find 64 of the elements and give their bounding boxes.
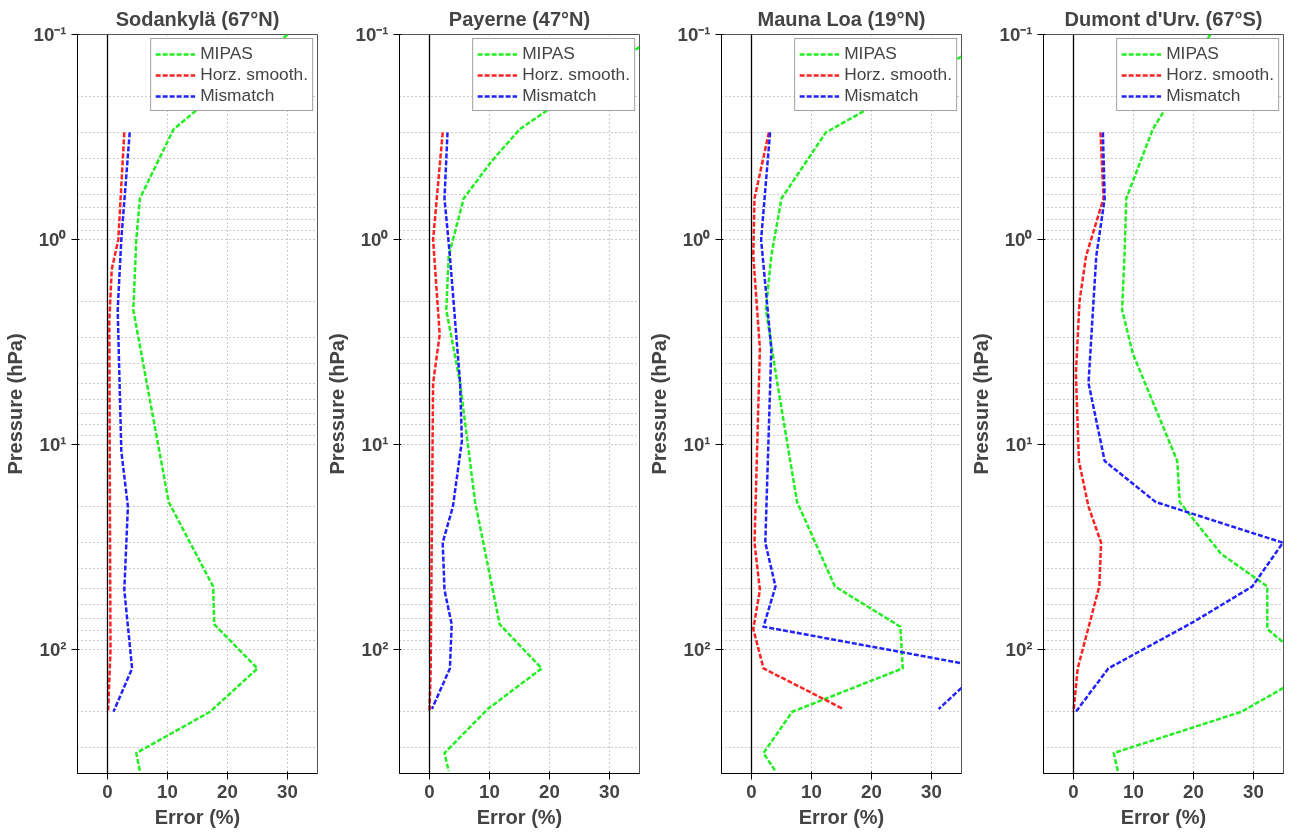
x-axis-title: Error (%) xyxy=(476,805,563,828)
y-axis-title: Pressure (hPa) xyxy=(969,333,992,475)
x-tick-label: 10 xyxy=(1123,780,1144,802)
x-tick-label: 20 xyxy=(1183,780,1204,802)
legend-label: MIPAS xyxy=(1166,43,1219,64)
x-tick-label: 0 xyxy=(1068,780,1079,802)
x-axis-title: Error (%) xyxy=(1120,805,1207,828)
x-tick-label: 0 xyxy=(424,780,435,802)
y-tick-label: 10² xyxy=(1005,639,1033,661)
chart-title: Sodankylä (67°N) xyxy=(115,7,280,30)
x-tick-label: 30 xyxy=(921,780,942,802)
line-series xyxy=(1074,131,1284,713)
y-tick-label: 10² xyxy=(39,639,67,661)
y-tick-label: 10⁰ xyxy=(38,229,67,251)
line-series xyxy=(1072,131,1105,713)
line-series xyxy=(752,131,845,711)
legend-label: MIPAS xyxy=(522,43,575,64)
x-tick-label: 10 xyxy=(479,780,500,802)
y-tick-label: 10⁻¹ xyxy=(355,24,389,45)
x-tick-label: 0 xyxy=(746,780,757,802)
y-tick-label: 10⁰ xyxy=(682,229,711,251)
y-tick-label: 10⁰ xyxy=(1004,229,1033,251)
line-series xyxy=(428,131,444,713)
line-series xyxy=(106,131,126,713)
y-tick-label: 10⁰ xyxy=(360,229,389,251)
x-tick-label: 20 xyxy=(217,780,238,802)
legend-label: Horz. smooth. xyxy=(522,64,630,85)
y-tick-label: 10⁻¹ xyxy=(33,24,67,45)
y-axis-title: Pressure (hPa) xyxy=(325,333,348,475)
x-tick-label: 30 xyxy=(1243,780,1264,802)
x-axis-title: Error (%) xyxy=(798,805,885,828)
y-tick-label: 10¹ xyxy=(683,434,711,456)
y-tick-label: 10⁻¹ xyxy=(677,24,711,45)
x-tick-label: 10 xyxy=(801,780,822,802)
legend-label: Mismatch xyxy=(522,85,597,106)
x-tick-label: 0 xyxy=(102,780,113,802)
y-tick-label: 10¹ xyxy=(39,434,67,456)
x-axis-title: Error (%) xyxy=(154,805,241,828)
legend-label: Horz. smooth. xyxy=(1166,64,1274,85)
line-series xyxy=(443,45,640,773)
y-tick-label: 10² xyxy=(683,639,711,661)
x-tick-label: 10 xyxy=(157,780,178,802)
chart-title: Payerne (47°N) xyxy=(448,7,591,30)
legend-label: Horz. smooth. xyxy=(200,64,308,85)
legend-label: MIPAS xyxy=(200,43,253,64)
chart-title: Mauna Loa (19°N) xyxy=(757,7,926,30)
x-tick-label: 20 xyxy=(861,780,882,802)
x-tick-label: 30 xyxy=(599,780,620,802)
y-tick-label: 10² xyxy=(361,639,389,661)
legend-label: MIPAS xyxy=(844,43,897,64)
line-series xyxy=(112,131,134,713)
x-tick-label: 20 xyxy=(539,780,560,802)
legend-label: Mismatch xyxy=(844,85,919,106)
y-axis-title: Pressure (hPa) xyxy=(3,333,26,475)
legend-label: Mismatch xyxy=(200,85,275,106)
y-tick-label: 10¹ xyxy=(361,434,389,456)
y-tick-label: 10¹ xyxy=(1005,434,1033,456)
legend-label: Mismatch xyxy=(1166,85,1241,106)
line-series xyxy=(430,131,464,711)
x-tick-label: 30 xyxy=(277,780,298,802)
y-tick-label: 10⁻¹ xyxy=(999,24,1033,45)
legend-label: Horz. smooth. xyxy=(844,64,952,85)
y-axis-title: Pressure (hPa) xyxy=(647,333,670,475)
chart-title: Dumont d'Urv. (67°S) xyxy=(1064,7,1263,30)
